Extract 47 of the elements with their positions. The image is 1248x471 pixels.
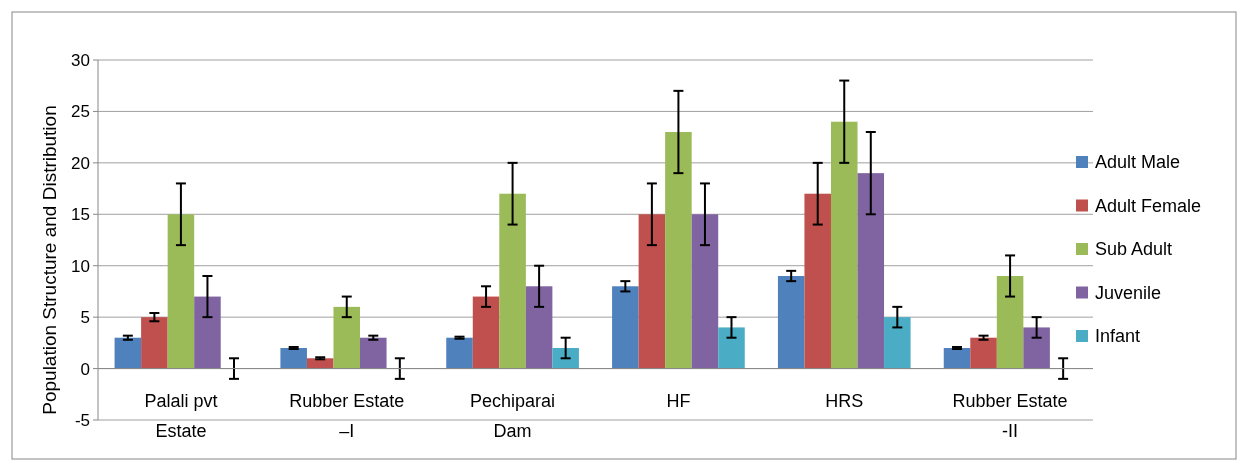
bar xyxy=(552,348,579,369)
bar xyxy=(638,214,666,369)
y-tick-label: 15 xyxy=(71,205,90,225)
y-axis-title: Population Structure and Distribution xyxy=(39,105,60,415)
bar xyxy=(943,348,971,369)
legend-label: Adult Male xyxy=(1095,152,1181,173)
x-tick-label: HRS xyxy=(825,390,864,411)
bar xyxy=(804,193,831,369)
legend-label: Infant xyxy=(1095,326,1141,347)
y-tick-label: -5 xyxy=(74,410,90,430)
bar xyxy=(665,132,692,369)
y-tick-label: 0 xyxy=(80,359,90,379)
bar xyxy=(830,121,858,369)
bar xyxy=(718,327,745,369)
bar xyxy=(499,193,526,369)
bar xyxy=(857,173,885,369)
bar xyxy=(141,317,168,369)
y-tick-label: 20 xyxy=(71,153,90,173)
bar xyxy=(472,296,500,369)
legend-label: Adult Female xyxy=(1095,195,1202,216)
y-tick-label: 10 xyxy=(71,256,90,276)
bar xyxy=(306,358,334,369)
bar xyxy=(446,337,473,369)
bar xyxy=(333,306,361,369)
x-tick-label: Rubber Estate –I xyxy=(289,390,405,441)
x-tick-label: Palali pvt Estate xyxy=(144,390,218,441)
bar xyxy=(194,296,221,369)
bar xyxy=(612,286,639,369)
legend-label: Sub Adult xyxy=(1095,239,1173,260)
bar xyxy=(360,337,387,369)
bar xyxy=(167,214,195,369)
bar xyxy=(970,337,997,369)
x-tick-label: Rubber Estate -II xyxy=(952,390,1068,441)
y-tick-label: 30 xyxy=(71,50,90,70)
bar xyxy=(884,317,911,369)
bar xyxy=(525,286,553,369)
x-tick-label: HF xyxy=(666,390,691,411)
bar xyxy=(1023,327,1050,369)
bar xyxy=(777,276,805,369)
legend-label: Juvenile xyxy=(1095,282,1162,303)
y-tick-label: 25 xyxy=(71,102,90,122)
bar xyxy=(691,214,719,369)
bar xyxy=(996,276,1024,369)
bar xyxy=(114,337,142,369)
bar xyxy=(280,348,307,369)
x-tick-label: Pechiparai Dam xyxy=(470,390,556,441)
y-tick-label: 5 xyxy=(80,308,90,328)
